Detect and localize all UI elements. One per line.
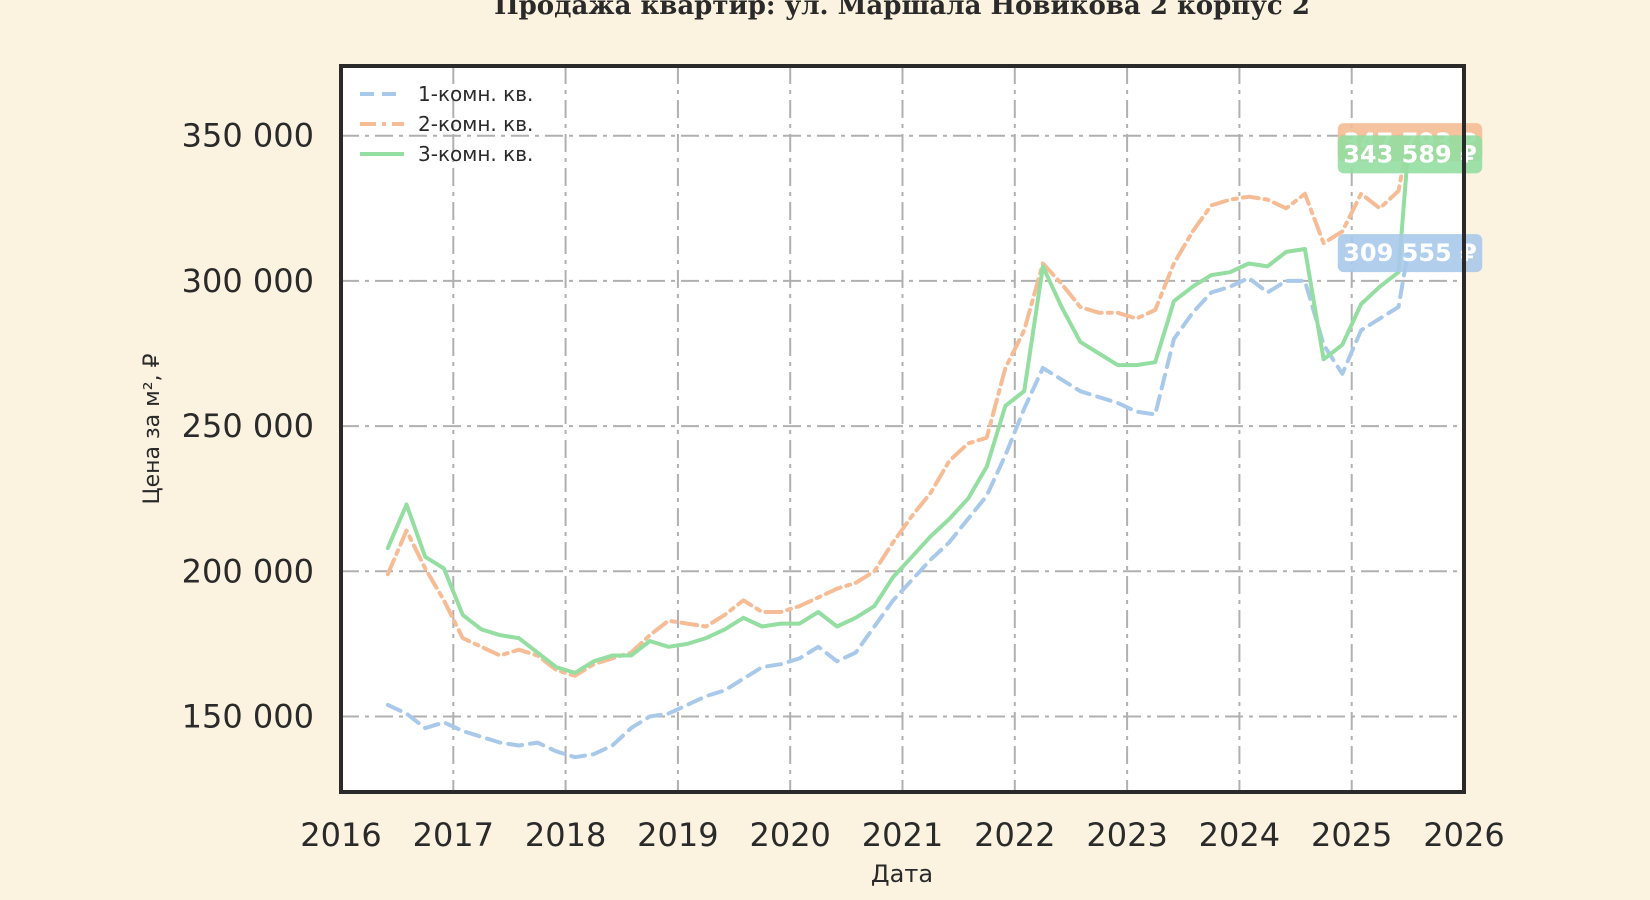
y-axis-ticks: 150 000 200 000 250 000 300 000 350 000: [182, 117, 314, 736]
y-tick-label: 250 000: [182, 407, 314, 445]
legend-label: 1-комн. кв.: [418, 82, 533, 106]
x-tick-label: 2019: [637, 816, 718, 854]
plot-frame: [339, 64, 1466, 794]
series-line-3: [385, 152, 1410, 675]
y-tick-label: 350 000: [182, 117, 314, 155]
series-line-2: [385, 140, 1410, 678]
value-label-badge: [1337, 135, 1483, 174]
x-tick-label: 2020: [749, 816, 830, 854]
y-axis-label: Цена за м², ₽: [140, 353, 165, 504]
last-value-labels: 347 793 ₽343 589 ₽309 555 ₽: [1337, 123, 1483, 273]
legend-label: 3-комн. кв.: [418, 142, 533, 166]
series-lines: [385, 140, 1410, 760]
x-tick-label: 2016: [300, 816, 381, 854]
y-tick-label: 200 000: [182, 552, 314, 590]
legend-label: 2-комн. кв.: [418, 112, 533, 136]
x-tick-label: 2024: [1199, 816, 1280, 854]
series-line-1: [385, 251, 1410, 760]
x-tick-label: 2021: [862, 816, 943, 854]
x-tick-label: 2025: [1311, 816, 1392, 854]
x-tick-label: 2017: [413, 816, 494, 854]
x-axis-label: Дата: [871, 860, 933, 888]
x-tick-label: 2026: [1423, 816, 1504, 854]
y-tick-label: 300 000: [182, 262, 314, 300]
value-label-badge: [1337, 234, 1483, 273]
legend: 1-комн. кв. 2-комн. кв. 3-комн. кв.: [360, 82, 533, 166]
value-label: 343 589 ₽: [1343, 140, 1477, 168]
value-label: 309 555 ₽: [1343, 239, 1477, 267]
chart-title: Продажа квартир: ул. Маршала Новикова 2 …: [494, 0, 1310, 21]
x-tick-label: 2022: [974, 816, 1055, 854]
x-tick-label: 2018: [525, 816, 606, 854]
y-tick-label: 150 000: [182, 697, 314, 735]
x-tick-label: 2023: [1086, 816, 1167, 854]
x-axis-ticks: 2016 2017 2018 2019 2020 2021 2022 2023 2024 2025…: [300, 816, 1504, 854]
